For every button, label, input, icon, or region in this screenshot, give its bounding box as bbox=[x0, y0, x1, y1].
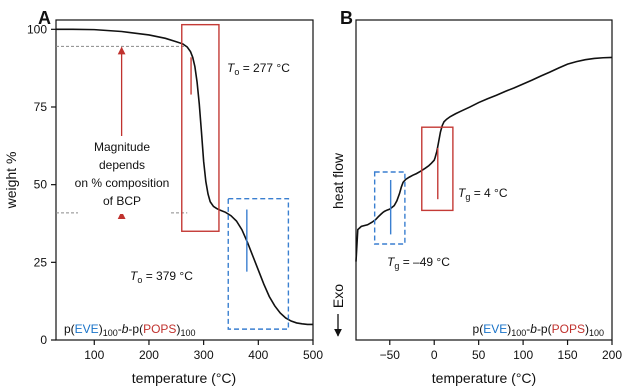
panel-a-tga-curve bbox=[56, 28, 313, 326]
panel-a-blue-box bbox=[227, 197, 290, 330]
panel-a-letter: A bbox=[38, 8, 51, 28]
polymer-b-b: b bbox=[530, 322, 537, 336]
y-tick-label: 50 bbox=[34, 178, 48, 192]
polymer-b-dash-1: - bbox=[526, 322, 530, 336]
x-tick-label: 200 bbox=[602, 348, 622, 362]
panel-b-dsc-curve bbox=[355, 56, 613, 262]
x-tick-label: 50 bbox=[472, 348, 486, 362]
panel-b-tg-blue-value: = –49 °C bbox=[399, 255, 450, 269]
panel-b-polymer-label: p(EVE)100-b-p(POPS)100 bbox=[473, 322, 604, 338]
polymer-a-close-1: ) bbox=[99, 322, 103, 336]
x-tick-label: 200 bbox=[139, 348, 159, 362]
x-tick-label: 400 bbox=[248, 348, 268, 362]
panel-b-tg-blue-sub: g bbox=[394, 261, 399, 271]
polymer-a-p-open-2: -p( bbox=[128, 322, 143, 336]
panel-a-onset-blue-sub: o bbox=[137, 275, 142, 285]
polymer-a-sub-1: 100 bbox=[103, 328, 118, 338]
panel-a-axes-frame bbox=[55, 19, 314, 341]
polymer-a-b: b bbox=[122, 322, 129, 336]
y-tick-label: 25 bbox=[34, 255, 48, 269]
x-tick-label: 100 bbox=[513, 348, 533, 362]
polymer-b-p-open: p( bbox=[473, 322, 484, 336]
polymer-a-close-2: ) bbox=[176, 322, 180, 336]
panel-b-letter: B bbox=[340, 8, 353, 28]
panel-b-y-axis-title: heat flow bbox=[330, 152, 346, 209]
panel-a-x-axis-title: temperature (°C) bbox=[132, 370, 236, 386]
polymer-b-p-open-2: -p( bbox=[537, 322, 552, 336]
panel-b-tg-blue-label: Tg = –49 °C bbox=[387, 255, 450, 271]
panel-b-tg-red-value: = 4 °C bbox=[470, 186, 507, 200]
x-tick-label: 150 bbox=[558, 348, 578, 362]
magnitude-line-1: Magnitude bbox=[94, 140, 150, 154]
panel-b-x-ticks: −50 0 50 100 150 200 bbox=[380, 340, 622, 362]
panel-a-y-axis-title: weight % bbox=[3, 152, 19, 210]
panel-b-tg-red-T: T bbox=[458, 186, 467, 200]
y-tick-label: 75 bbox=[34, 100, 48, 114]
y-tick-label: 0 bbox=[40, 333, 47, 347]
polymer-a-dash-1: - bbox=[118, 322, 122, 336]
magnitude-line-3: on % composition bbox=[75, 176, 170, 190]
panel-a-x-ticks: 100 200 300 400 500 bbox=[84, 340, 323, 362]
polymer-a-p-open: p( bbox=[64, 322, 75, 336]
y-tick-label: 100 bbox=[27, 22, 47, 36]
panel-b: B −50 0 50 100 150 200 temperature (°C) heat … bbox=[330, 8, 622, 386]
panel-a-red-box bbox=[181, 23, 220, 232]
x-tick-label: −50 bbox=[380, 348, 401, 362]
panel-b-exo-label: Exo bbox=[330, 284, 346, 308]
panel-b-blue-box bbox=[373, 171, 406, 245]
polymer-b-sub-1: 100 bbox=[511, 328, 526, 338]
panel-a-onset-red-sub: o bbox=[234, 67, 239, 77]
polymer-b-eve: EVE bbox=[483, 322, 507, 336]
magnitude-text-backdrop bbox=[78, 136, 170, 214]
panel-a-polymer-label: p(EVE)100-b-p(POPS)100 bbox=[64, 322, 195, 338]
magnitude-line-4: of BCP bbox=[103, 194, 141, 208]
panel-a-onset-red-value: = 277 °C bbox=[239, 61, 290, 75]
polymer-b-sub-2: 100 bbox=[589, 328, 604, 338]
panel-a-onset-red-label: To = 277 °C bbox=[227, 61, 290, 77]
x-tick-label: 500 bbox=[303, 348, 323, 362]
panel-b-x-axis-title: temperature (°C) bbox=[432, 370, 536, 386]
panel-b-tg-blue-T: T bbox=[387, 255, 396, 269]
x-tick-label: 100 bbox=[84, 348, 104, 362]
x-tick-label: 0 bbox=[431, 348, 438, 362]
panel-a-onset-blue-value: = 379 °C bbox=[142, 269, 193, 283]
panel-a-onset-red-T: T bbox=[227, 61, 236, 75]
polymer-a-sub-2: 100 bbox=[180, 328, 195, 338]
panel-b-tg-red-label: Tg = 4 °C bbox=[458, 186, 508, 202]
polymer-a-pops: POPS bbox=[143, 322, 176, 336]
magnitude-annotation: Magnitude depends on % composition of BC… bbox=[75, 136, 170, 214]
panel-b-axes-frame bbox=[355, 19, 613, 341]
panel-a-onset-blue-T: T bbox=[130, 269, 139, 283]
panel-b-tg-red-sub: g bbox=[465, 192, 470, 202]
panel-b-red-box bbox=[421, 126, 454, 212]
polymer-b-pops: POPS bbox=[552, 322, 585, 336]
polymer-a-eve: EVE bbox=[75, 322, 99, 336]
panel-a: A 100 200 300 400 500 0 25 50 75 100 temperature… bbox=[3, 8, 323, 386]
polymer-b-close-1: ) bbox=[507, 322, 511, 336]
panel-a-y-ticks: 0 25 50 75 100 bbox=[27, 22, 56, 347]
polymer-b-close-2: ) bbox=[585, 322, 589, 336]
magnitude-line-2: depends bbox=[99, 158, 145, 172]
x-tick-label: 300 bbox=[194, 348, 214, 362]
panel-a-onset-blue-label: To = 379 °C bbox=[130, 269, 193, 285]
